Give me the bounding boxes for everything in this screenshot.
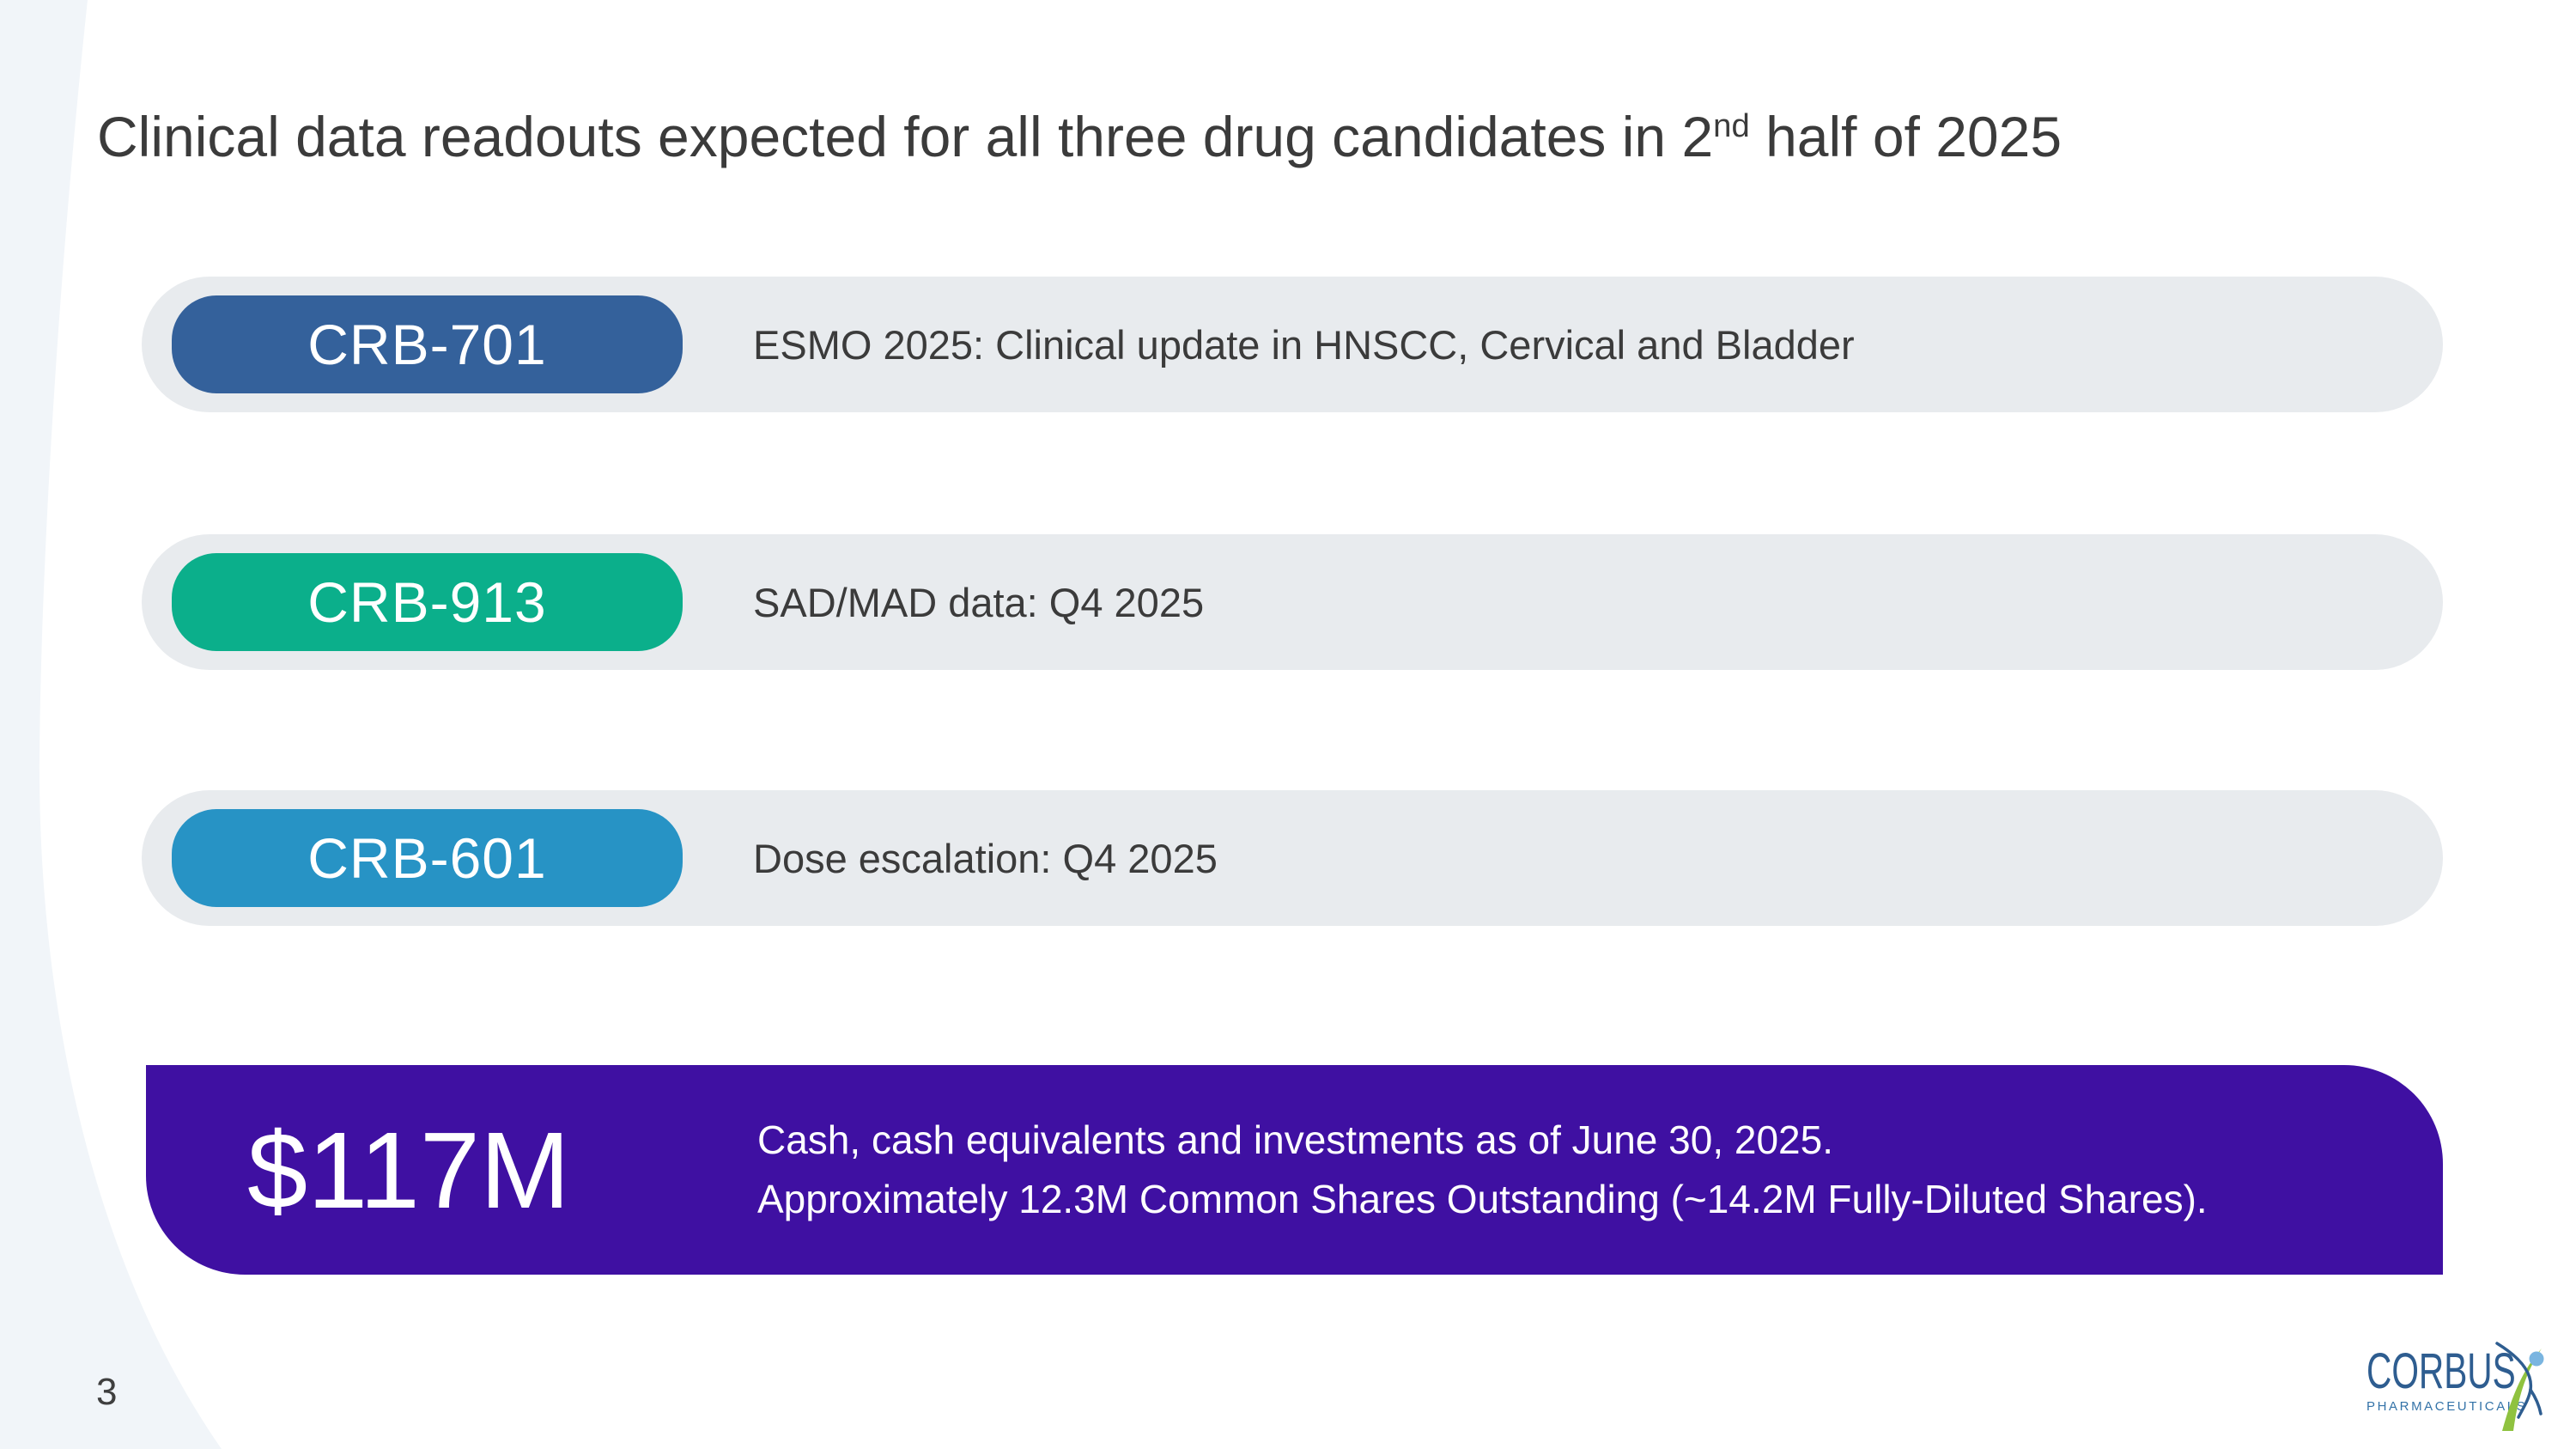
pill-crb913: CRB-913 <box>172 553 683 651</box>
logo-blue-branch <box>2529 1388 2543 1416</box>
readout-row-crb601: CRB-601 Dose escalation: Q4 2025 <box>142 790 2443 926</box>
logo-head-dot <box>2529 1351 2544 1367</box>
pill-crb701: CRB-701 <box>172 295 683 393</box>
pill-crb913-label: CRB-913 <box>307 570 547 634</box>
title-text-suffix: half of 2025 <box>1749 105 2063 168</box>
title-text: Clinical data readouts expected for all … <box>97 105 1714 168</box>
title-superscript: nd <box>1713 107 1750 144</box>
cash-amount: $117M <box>247 1109 570 1231</box>
readout-text-crb601: Dose escalation: Q4 2025 <box>753 835 1218 881</box>
readout-text-crb701: ESMO 2025: Clinical update in HNSCC, Cer… <box>753 321 1855 368</box>
cash-details-line1: Cash, cash equivalents and investments a… <box>757 1117 1834 1162</box>
pill-crb701-label: CRB-701 <box>307 313 547 376</box>
cash-details-line2: Approximately 12.3M Common Shares Outsta… <box>757 1177 2208 1221</box>
corbus-logo-wordmark: CORBUS <box>2366 1343 2516 1399</box>
pill-crb601-label: CRB-601 <box>307 826 547 890</box>
logo-green-swoosh <box>2502 1349 2542 1431</box>
cash-highlight-banner: $117M Cash, cash equivalents and investm… <box>146 1065 2443 1275</box>
readout-row-crb913: CRB-913 SAD/MAD data: Q4 2025 <box>142 534 2443 670</box>
cash-details: Cash, cash equivalents and investments a… <box>757 1065 2391 1275</box>
pill-crb601: CRB-601 <box>172 809 683 907</box>
readout-text-crb913: SAD/MAD data: Q4 2025 <box>753 579 1205 625</box>
page-title: Clinical data readouts expected for all … <box>97 101 2415 173</box>
left-curve-decoration <box>0 0 222 1449</box>
corbus-logo: CORBUS PHARMACEUTICALS <box>2366 1342 2564 1441</box>
corbus-figure-icon <box>2495 1342 2544 1431</box>
page-number: 3 <box>96 1371 118 1413</box>
readout-row-crb701: CRB-701 ESMO 2025: Clinical update in HN… <box>142 277 2443 412</box>
corbus-logo-subtext: PHARMACEUTICALS <box>2366 1399 2528 1414</box>
